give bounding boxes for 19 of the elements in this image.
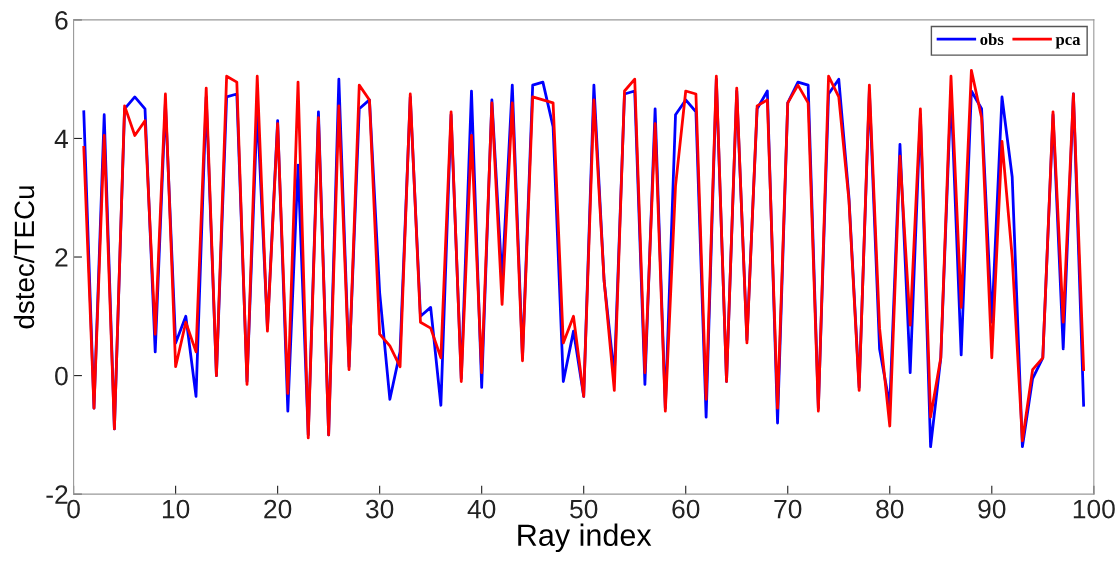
y-tick-label: 0: [55, 366, 68, 386]
x-tick-label: 80: [876, 499, 904, 519]
x-tick-label: 60: [672, 499, 700, 519]
x-tick-label: 20: [264, 499, 292, 519]
x-tick-label: 10: [162, 499, 190, 519]
x-tick-label: 90: [978, 499, 1006, 519]
x-axis-title: Ray index: [518, 523, 652, 553]
x-tick-label: 100: [1073, 499, 1115, 519]
y-tick-label: 6: [55, 11, 68, 30]
x-tick-label: 40: [467, 499, 496, 519]
legend-label: obs: [980, 33, 1004, 46]
x-tick-label: 50: [570, 499, 598, 519]
y-tick-label: 2: [55, 248, 68, 267]
y-tick-label: -2: [46, 485, 68, 504]
x-tick-label: 70: [774, 499, 802, 519]
y-tick-label: 4: [54, 129, 68, 149]
y-axis-title: dstec/TECu: [13, 186, 35, 329]
x-tick-label: 30: [365, 499, 394, 519]
legend-label: pca: [1055, 37, 1081, 49]
